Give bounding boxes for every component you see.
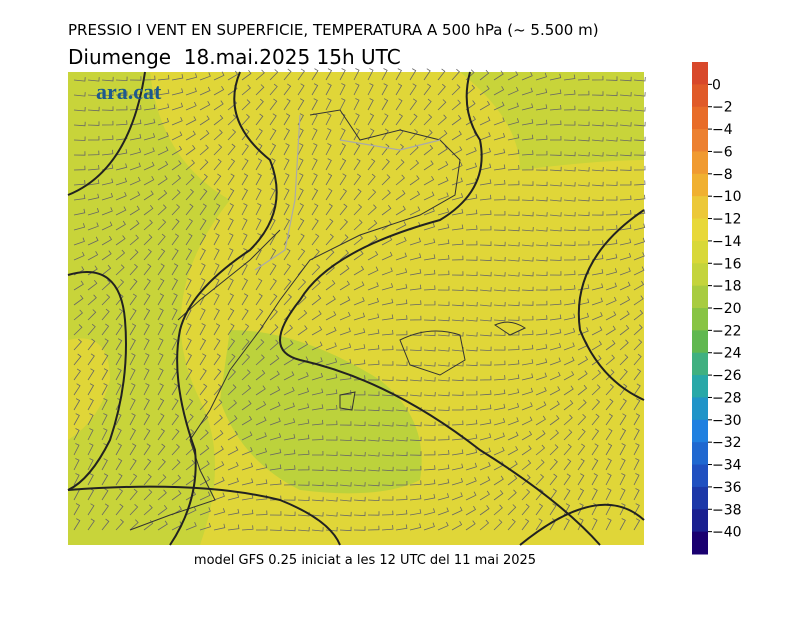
colorbar-swatch — [692, 151, 708, 175]
colorbar-swatch — [692, 285, 708, 309]
colorbar-label: −14 — [712, 234, 742, 250]
colorbar-label: −4 — [712, 122, 733, 138]
colorbar-swatch — [692, 106, 708, 130]
colorbar-label: −40 — [712, 525, 742, 541]
isobars — [67, 71, 645, 546]
colorbar-label: −28 — [712, 390, 742, 406]
colorbar-label: −38 — [712, 502, 742, 518]
colorbar-swatch — [692, 84, 708, 108]
colorbar-label: −30 — [712, 413, 742, 429]
colorbar-label: −24 — [712, 346, 742, 362]
colorbar-label: −32 — [712, 435, 742, 451]
colorbar-swatch — [692, 129, 708, 152]
colorbar-label: 0 — [712, 77, 721, 93]
colorbar-label: −10 — [712, 189, 742, 205]
colorbar-swatch — [692, 486, 708, 510]
cool-area — [220, 330, 422, 494]
colorbar-label: −8 — [712, 167, 733, 183]
colorbar-label: −6 — [712, 144, 733, 160]
colorbar: 0 −2 −4 −6 −8 −10 −12 −14 −16 −18 −20 −22 −24 −26 −28 −… — [692, 62, 742, 555]
colorbar-swatch — [692, 330, 708, 354]
colorbar-swatch — [692, 397, 708, 421]
colorbar-label: −16 — [712, 256, 742, 272]
colorbar-swatch — [692, 263, 708, 287]
colorbar-swatch — [692, 352, 708, 376]
colorbar-label: −20 — [712, 301, 742, 317]
colorbar-swatch — [692, 62, 708, 85]
colorbar-swatch — [692, 442, 708, 466]
colorbar-swatch — [692, 464, 708, 488]
colorbar-swatch — [692, 240, 708, 264]
colorbar-swatch — [692, 375, 708, 398]
colorbar-label: −18 — [712, 279, 742, 295]
colorbar-label: −22 — [712, 323, 742, 339]
colorbar-label: −12 — [712, 212, 742, 228]
map: ara.cat — [67, 68, 646, 546]
footer: model GFS 0.25 iniciat a les 12 UTC del … — [194, 553, 536, 568]
colorbar-swatch — [692, 173, 708, 197]
border — [254, 114, 441, 271]
colorbar-swatch — [692, 531, 708, 555]
colorbar-swatch — [692, 218, 708, 242]
title: PRESSIO I VENT EN SUPERFICIE, TEMPERATUR… — [68, 21, 599, 39]
logo: ara.cat — [96, 79, 162, 104]
colorbar-label: −34 — [712, 458, 742, 474]
colorbar-label: −26 — [712, 368, 742, 384]
colorbar-swatch — [692, 196, 708, 220]
colorbar-swatch — [692, 509, 708, 533]
wind-barbs — [73, 68, 646, 532]
barb — [73, 68, 646, 532]
colorbar-swatch — [692, 308, 708, 331]
subtitle: Diumenge 18.mai.2025 15h UTC — [68, 45, 401, 69]
colorbar-label: −36 — [712, 480, 742, 496]
colorbar-swatch — [692, 419, 708, 443]
colorbar-label: −2 — [712, 100, 733, 116]
